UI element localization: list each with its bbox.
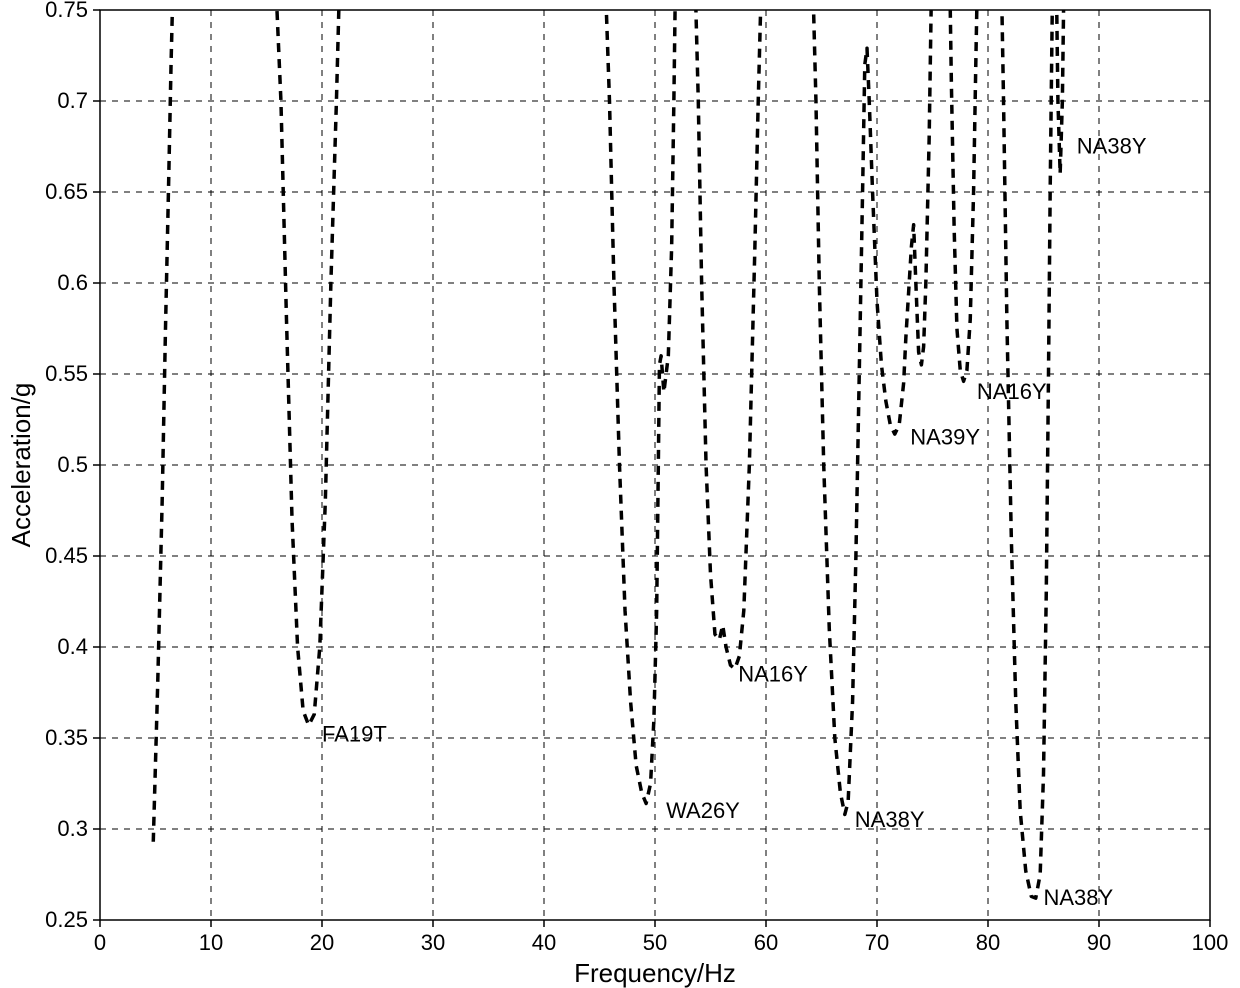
annotation-label: NA16Y [738,661,808,686]
chart-container: 0 10 20 30 40 50 60 70 80 90 100 0.25 0.3 0.35 0.4 0.45… [0,0,1240,988]
y-tick-label: 0.35 [45,725,88,750]
x-tick-label: 70 [865,930,889,955]
chart-background [0,0,1240,988]
x-axis-label: Frequency/Hz [574,958,736,988]
x-tick-label: 80 [976,930,1000,955]
annotation-label: WA26Y [666,798,740,823]
y-tick-label: 0.4 [57,634,88,659]
y-tick-label: 0.25 [45,907,88,932]
line-chart: 0 10 20 30 40 50 60 70 80 90 100 0.25 0.3 0.35 0.4 0.45… [0,0,1240,988]
y-tick-label: 0.3 [57,816,88,841]
x-tick-label: 0 [94,930,106,955]
y-tick-label: 0.75 [45,0,88,22]
annotation-label: NA38Y [855,807,925,832]
annotation-label: NA16Y [977,379,1047,404]
y-tick-label: 0.65 [45,179,88,204]
x-tick-label: 60 [754,930,778,955]
y-tick-label: 0.5 [57,452,88,477]
y-axis-label: Acceleration/g [6,383,36,548]
x-tick-label: 10 [199,930,223,955]
annotation-label: NA39Y [910,425,980,450]
y-tick-label: 0.7 [57,88,88,113]
y-tick-label: 0.45 [45,543,88,568]
annotation-label: FA19T [322,721,387,746]
annotation-label: NA38Y [1077,134,1147,159]
x-tick-label: 100 [1192,930,1229,955]
y-tick-label: 0.55 [45,361,88,386]
x-tick-label: 20 [310,930,334,955]
annotation-label: NA38Y [1044,885,1114,910]
x-tick-label: 30 [421,930,445,955]
x-tick-label: 50 [643,930,667,955]
x-tick-label: 40 [532,930,556,955]
y-tick-label: 0.6 [57,270,88,295]
x-tick-label: 90 [1087,930,1111,955]
